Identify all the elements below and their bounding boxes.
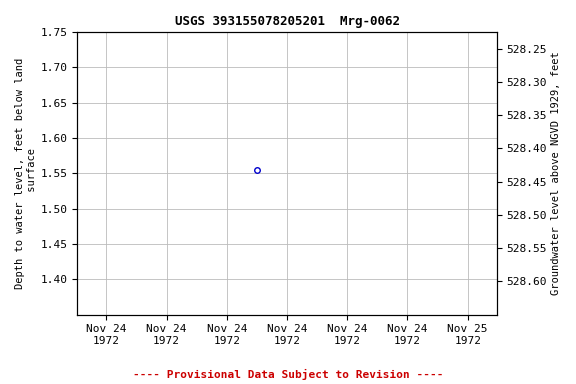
Y-axis label: Groundwater level above NGVD 1929, feet: Groundwater level above NGVD 1929, feet	[551, 51, 561, 295]
Text: ---- Provisional Data Subject to Revision ----: ---- Provisional Data Subject to Revisio…	[132, 369, 444, 380]
Y-axis label: Depth to water level, feet below land
 surface: Depth to water level, feet below land su…	[15, 58, 37, 289]
Title: USGS 393155078205201  Mrg-0062: USGS 393155078205201 Mrg-0062	[175, 15, 400, 28]
